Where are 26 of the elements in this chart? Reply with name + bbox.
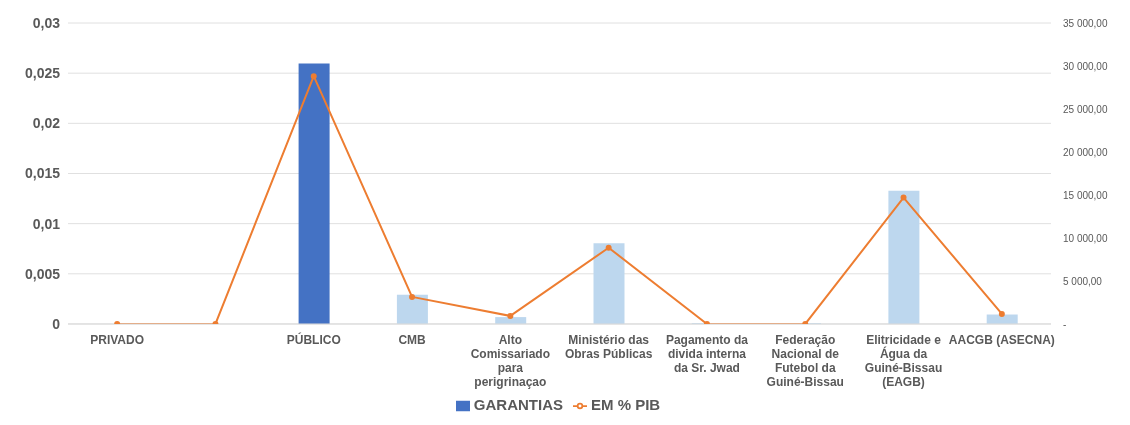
y-tick-label: 0,005	[24, 265, 61, 282]
y-tick-label: 0,01	[32, 215, 61, 232]
y2-tick-label: 10 000,00	[1063, 232, 1108, 244]
x-tick-label: PÚBLICO	[286, 331, 341, 347]
x-tick-label: CMB	[398, 332, 427, 347]
y2-tick-label: 35 000,00	[1063, 18, 1108, 29]
y2-tick-label: 20 000,00	[1063, 146, 1108, 158]
x-tick-label: Elitricidade e Água da Guiné-Bissau (EAGB)	[864, 332, 943, 389]
y2-tick-label: 15 000,00	[1063, 189, 1108, 201]
y-tick-label: 0,015	[24, 165, 61, 182]
x-tick-label: Ministério das Obras Públicas	[564, 332, 653, 361]
y2-tick-label: -	[1063, 318, 1067, 330]
y-tick-label: 0	[52, 315, 61, 332]
y-tick-label: 0,03	[32, 14, 61, 31]
y-tick-label: 0,02	[32, 115, 61, 132]
legend-label: GARANTIAS	[473, 395, 563, 413]
y2-tick-label: 5 000,00	[1063, 275, 1103, 287]
legend-label: EM % PIB	[590, 395, 661, 413]
x-tick-label: PRIVADO	[90, 332, 145, 347]
x-tick-label: Alto Comissariado para perigrinaçao	[470, 332, 551, 389]
y2-tick-label: 25 000,00	[1063, 103, 1108, 115]
x-tick-label: Federação Nacional de Futebol da Guiné-Bissau	[766, 332, 844, 389]
y-tick-label: 0,025	[24, 65, 61, 82]
x-tick-label: AACGB (ASECNA)	[948, 332, 1055, 347]
x-tick-label: Pagamento da divida interna da Sr. Jwad	[665, 332, 749, 375]
y2-tick-label: 30 000,00	[1063, 61, 1108, 72]
